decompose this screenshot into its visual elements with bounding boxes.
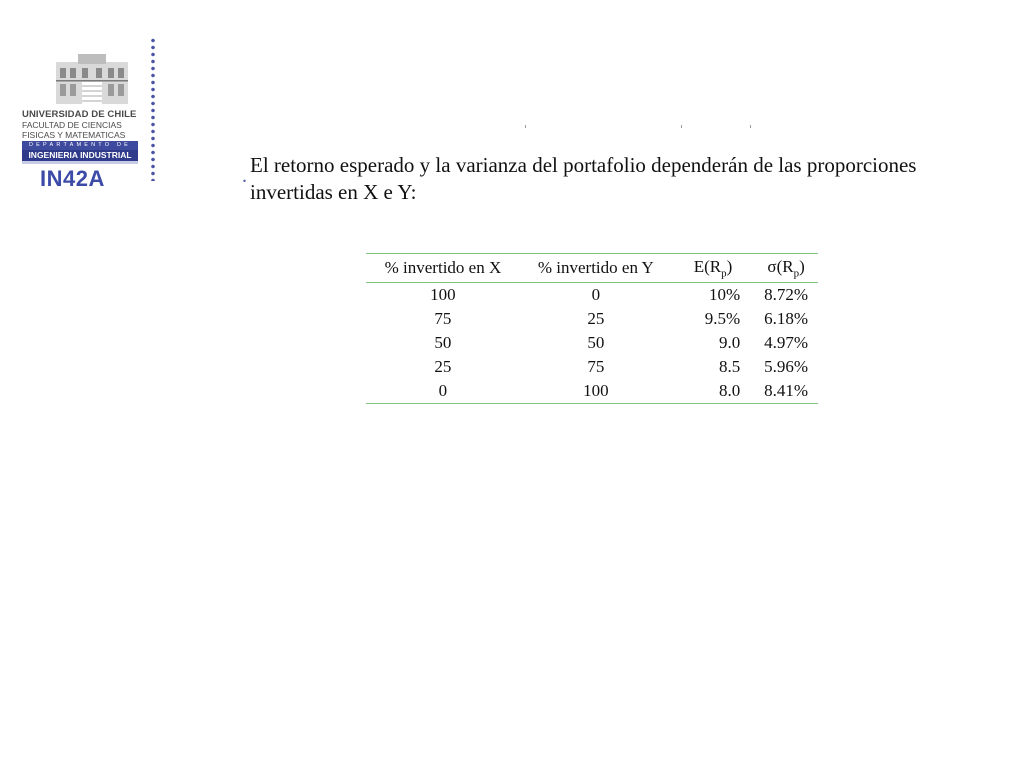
slide-paragraph: El retorno esperado y la varianza del po… [250,153,917,204]
department-name: INGENIERIA INDUSTRIAL [22,150,138,161]
university-building-icon [56,54,128,104]
header-expected-return: E(Rp) [671,253,755,283]
dotted-separator [151,37,155,181]
department-label: DEPARTAMENTO DE [22,141,138,150]
title-remnant-mark [681,125,682,128]
cell-y: 0 [591,285,601,304]
header-sd-sub: p [793,267,800,280]
cell-expected-return: 9.5% [704,309,741,328]
header-std-dev: σ(Rp) [754,253,818,283]
header-er-main: E(R [693,256,722,276]
course-code: IN42A [40,166,105,191]
cell-y: 25 [587,309,605,328]
table-row: 75 25 9.5% 6.18% [366,307,818,331]
cell-std-dev: 8.72% [764,285,809,304]
table-row: 50 50 9.0 4.97% [366,331,818,355]
cell-expected-return: 8.0 [671,379,755,404]
department-rule [22,161,138,164]
cell-expected-return: 10% [709,285,741,304]
cell-x: 50 [434,333,452,352]
cell-std-dev: 6.18% [764,309,809,328]
table-row: 100 0 10% 8.72% [366,283,818,308]
portfolio-table: % invertido en X % invertido en Y E(Rp) … [366,253,818,404]
cell-x: 75 [434,309,452,328]
cell-expected-return: 9.0 [718,333,741,352]
cell-y: 100 [519,379,672,404]
faculty-line-2: FISICAS Y MATEMATICAS [22,130,126,140]
header-y-percent: % invertido en Y [519,253,672,283]
cell-std-dev: 8.41% [754,379,818,404]
cell-y: 75 [587,357,605,376]
cell-expected-return: 8.5 [718,357,741,376]
cell-y: 50 [587,333,605,352]
header-sd-main: σ(R [767,256,794,276]
university-name: UNIVERSIDAD DE CHILE [22,109,137,120]
title-remnant-mark [750,125,751,128]
table-row: 0 100 8.0 8.41% [366,379,818,404]
cell-x: 25 [434,357,452,376]
cell-x: 100 [430,285,456,304]
faculty-line-1: FACULTAD DE CIENCIAS [22,120,122,130]
title-remnant-mark [525,125,526,128]
cell-std-dev: 4.97% [764,333,809,352]
cell-std-dev: 5.96% [764,357,809,376]
header-er-sub: p [721,267,727,280]
table-row: 25 75 8.5 5.96% [366,355,818,379]
cell-x: 0 [366,379,520,404]
header-sd-close: ) [799,256,805,276]
bullet-marker: . [242,165,247,187]
header-x-percent: % invertido en X [366,253,520,283]
table-header-row: % invertido en X % invertido en Y E(Rp) … [366,253,818,283]
header-er-close: ) [726,256,733,276]
